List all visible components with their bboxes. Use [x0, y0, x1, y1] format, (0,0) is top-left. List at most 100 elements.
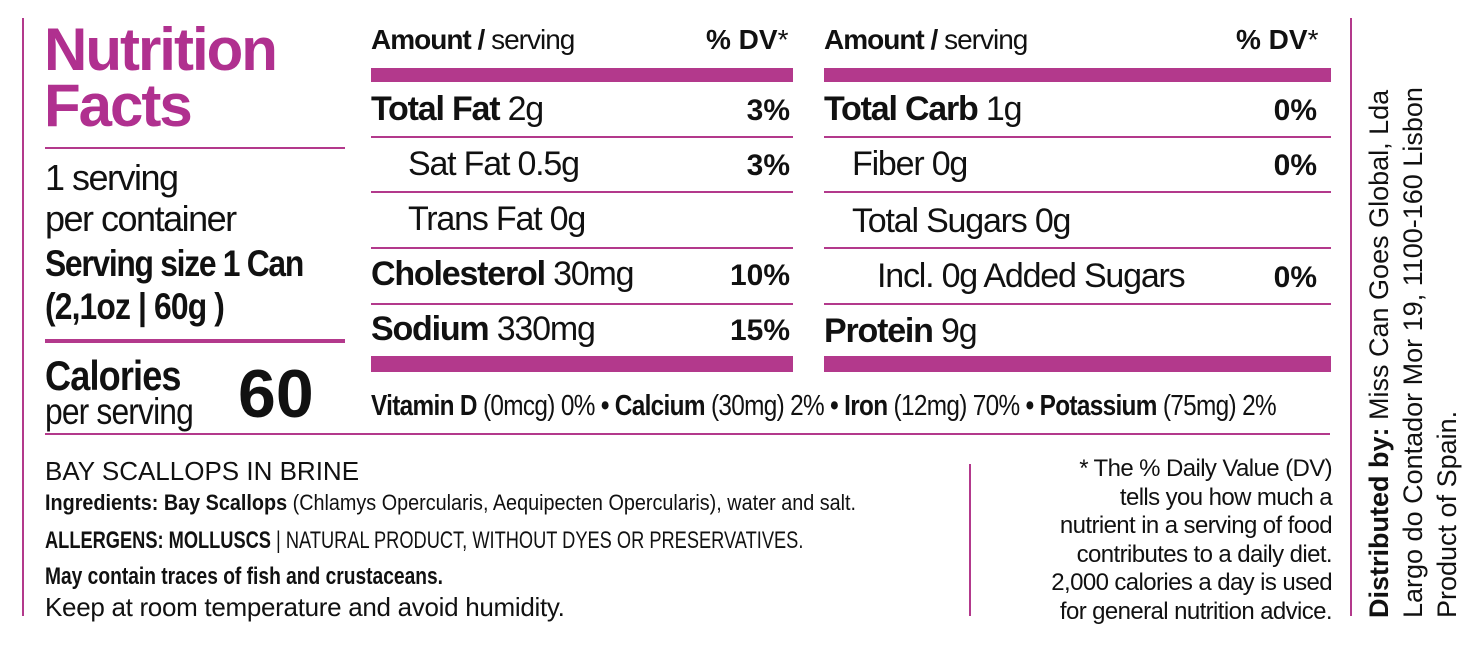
bar	[824, 356, 1331, 372]
table-header: Amount / serving	[824, 24, 1028, 55]
line: Product of Spain.	[1432, 410, 1462, 618]
row: Total Carb 1g	[824, 90, 1023, 128]
serving: serving	[944, 24, 1028, 55]
distributor: Distributed by: Miss Can Goes Global, Ld…	[1362, 18, 1462, 618]
row: Sodium 330mg	[371, 310, 596, 348]
footnote-line: * The % Daily Value (DV)	[1079, 455, 1332, 482]
footnote-line: for general nutrition advice.	[1059, 597, 1333, 625]
name: Trans Fat	[408, 200, 543, 238]
rule	[824, 136, 1331, 138]
amount: (12mg)	[893, 390, 968, 422]
title: Facts	[44, 72, 193, 139]
divider	[969, 464, 971, 616]
separator: •	[600, 390, 610, 422]
name: Total Fat	[371, 90, 501, 128]
table-header: Amount / serving	[371, 24, 575, 55]
nutrient: Vitamin D	[371, 390, 478, 422]
name: Incl. 0g Added Sugars	[877, 257, 1186, 295]
amount: (30mg)	[710, 390, 785, 422]
separator: •	[830, 390, 839, 422]
nutrient: Calcium	[614, 390, 706, 422]
frame-right	[1350, 18, 1352, 616]
dv: 10%	[729, 259, 790, 292]
row: Fiber 0g	[852, 147, 968, 181]
main: Bay Scallops	[163, 490, 288, 515]
dv: 0%	[560, 390, 596, 422]
rest: | NATURAL PRODUCT, WITHOUT DYES OR PRESE…	[276, 527, 804, 554]
nutrient: Iron	[844, 390, 888, 422]
ingredients: Ingredients: Bay Scallops (Chlamys Operc…	[45, 492, 856, 514]
calories-label: Calories	[45, 352, 182, 399]
rule	[371, 247, 793, 249]
dv-header: % DV*	[706, 26, 788, 54]
storage: Keep at room temperature and avoid humid…	[45, 592, 565, 622]
dv: % DV	[1236, 24, 1308, 55]
separator: •	[1025, 390, 1035, 422]
amount: 30mg	[553, 255, 634, 293]
footnote-line: tells you how much a	[1119, 483, 1333, 511]
serving-size: Serving size 1 Can	[45, 243, 304, 284]
amount: 2g	[507, 90, 545, 128]
bar	[371, 68, 793, 82]
amount: Amount /	[824, 24, 938, 55]
allergens: ALLERGENS: MOLLUSCS	[45, 527, 271, 554]
dv: 15%	[729, 314, 790, 347]
dv: 2%	[790, 390, 825, 422]
nutrient: Potassium	[1039, 390, 1158, 422]
rule	[45, 147, 345, 149]
product-title: BAY SCALLOPS IN BRINE	[45, 456, 360, 486]
bar	[371, 356, 793, 372]
name: Total Sugars	[852, 202, 1028, 240]
title: Nutrition	[44, 16, 278, 83]
rule	[371, 136, 793, 138]
footnote-line: 2,000 calories a day is used	[1051, 569, 1332, 596]
vitamins: Vitamin D (0mcg) 0% • Calcium (30mg) 2% …	[371, 390, 1277, 422]
dv: 0%	[1273, 261, 1317, 294]
dv: 3%	[746, 149, 790, 182]
row: Trans Fat 0g	[408, 200, 587, 238]
dv: 0%	[1273, 149, 1317, 182]
name: Protein	[824, 312, 934, 350]
name: Miss Can Goes Global, Lda	[1364, 89, 1394, 420]
name: Total Carb	[824, 90, 979, 128]
bar	[824, 68, 1331, 82]
name: Sat Fat	[408, 145, 510, 183]
amount: (75mg)	[1162, 390, 1237, 422]
row: Sat Fat 0.5g	[408, 145, 580, 183]
label: Distributed by:	[1364, 427, 1394, 618]
row: Incl. 0g Added Sugars	[877, 257, 1186, 295]
servings: 1 serving	[45, 157, 179, 198]
amount: 1g	[985, 90, 1023, 128]
amount: 9g	[940, 312, 978, 350]
star: *	[777, 24, 789, 55]
amount: Amount /	[371, 24, 485, 55]
allergens: ALLERGENS: MOLLUSCS | NATURAL PRODUCT, W…	[45, 529, 803, 553]
dv: 3%	[746, 94, 790, 127]
amount: (0mcg)	[482, 390, 555, 422]
label: Ingredients:	[45, 490, 159, 515]
dv: % DV	[706, 24, 778, 55]
name: Sodium	[371, 310, 490, 348]
rest: (Chlamys Opercularis, Aequipecten Opercu…	[292, 490, 857, 515]
dv: 70%	[972, 390, 1020, 422]
row: Cholesterol 30mg	[371, 255, 635, 293]
servings: per container	[45, 198, 237, 239]
name: Cholesterol	[371, 255, 546, 293]
row: Total Fat 2g	[371, 90, 545, 128]
line: Largo do Contador Mor 19, 1100-160 Lisbo…	[1398, 87, 1428, 618]
serving-size: (2,1oz | 60g )	[45, 286, 225, 327]
footnote: * The % Daily Value (DV) tells you how mu…	[1051, 455, 1332, 626]
dv: 0%	[1273, 94, 1317, 127]
amount: 0g	[549, 200, 587, 238]
amount: 0g	[1034, 202, 1072, 240]
line: Distributed by: Miss Can Goes Global, Ld…	[1362, 18, 1396, 618]
rule	[371, 191, 793, 193]
rule	[824, 191, 1331, 193]
dv: 2%	[1242, 390, 1277, 422]
footnote-line: nutrient in a serving of food	[1059, 512, 1333, 539]
row: Total Sugars 0g	[852, 202, 1072, 240]
rule	[45, 339, 345, 343]
rule	[371, 303, 793, 305]
dv-header: % DV*	[1236, 26, 1318, 54]
